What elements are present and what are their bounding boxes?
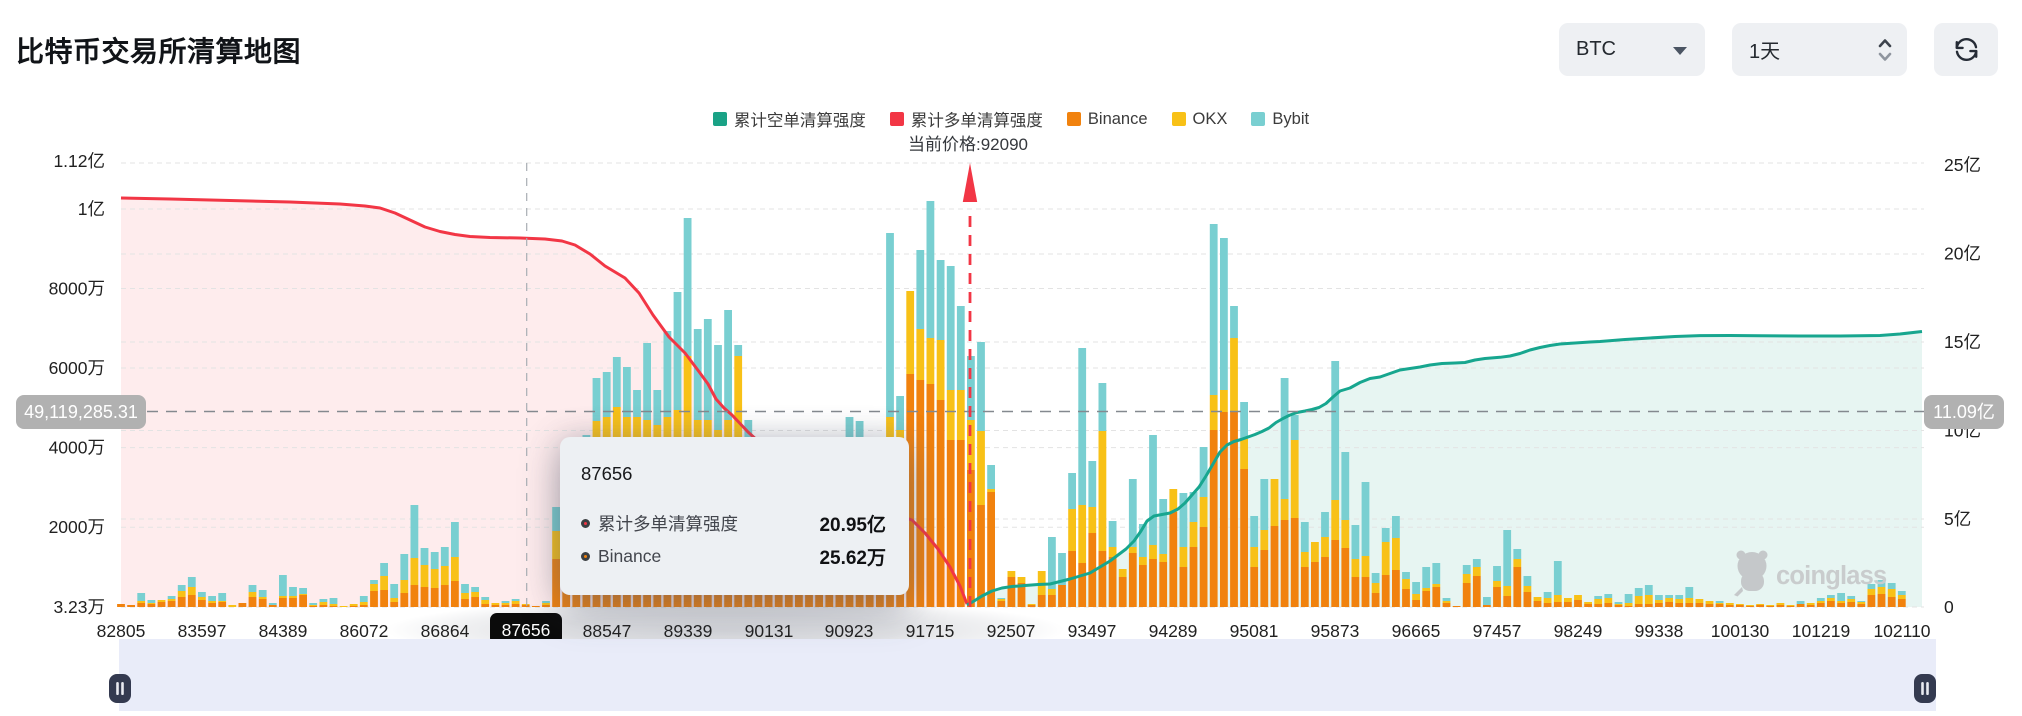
svg-text:49,119,285.31: 49,119,285.31 <box>24 402 138 422</box>
svg-text:84389: 84389 <box>259 621 308 641</box>
svg-text:95873: 95873 <box>1311 621 1360 641</box>
svg-text:5亿: 5亿 <box>1944 509 1971 529</box>
svg-text:25亿: 25亿 <box>1944 155 1981 175</box>
svg-text:88547: 88547 <box>583 621 632 641</box>
svg-text:90923: 90923 <box>825 621 874 641</box>
svg-text:11.09亿: 11.09亿 <box>1933 402 1995 422</box>
svg-text:99338: 99338 <box>1635 621 1684 641</box>
svg-text:94289: 94289 <box>1149 621 1198 641</box>
svg-text:95081: 95081 <box>1230 621 1279 641</box>
svg-text:86864: 86864 <box>421 621 470 641</box>
svg-text:92507: 92507 <box>987 621 1036 641</box>
svg-text:coinglass: coinglass <box>1776 562 1887 590</box>
svg-text:82805: 82805 <box>97 621 146 641</box>
svg-text:3.23万: 3.23万 <box>53 597 105 617</box>
svg-text:6000万: 6000万 <box>49 358 105 378</box>
svg-text:83597: 83597 <box>178 621 227 641</box>
svg-text:101219: 101219 <box>1792 621 1850 641</box>
svg-text:89339: 89339 <box>664 621 713 641</box>
svg-text:100130: 100130 <box>1711 621 1770 641</box>
svg-text:2000万: 2000万 <box>49 517 105 537</box>
svg-text:20亿: 20亿 <box>1944 244 1981 264</box>
svg-text:87656: 87656 <box>502 620 551 640</box>
svg-text:96665: 96665 <box>1392 621 1441 641</box>
svg-text:1.12亿: 1.12亿 <box>53 151 105 171</box>
svg-text:97457: 97457 <box>1473 621 1522 641</box>
svg-text:8000万: 8000万 <box>49 279 105 299</box>
svg-text:0: 0 <box>1944 597 1954 617</box>
svg-text:102110: 102110 <box>1873 621 1930 641</box>
svg-text:93497: 93497 <box>1068 621 1117 641</box>
svg-text:98249: 98249 <box>1554 621 1603 641</box>
svg-text:90131: 90131 <box>745 621 794 641</box>
svg-text:15亿: 15亿 <box>1944 332 1981 352</box>
svg-text:91715: 91715 <box>906 621 955 641</box>
svg-text:1亿: 1亿 <box>78 199 105 219</box>
svg-text:86072: 86072 <box>340 621 389 641</box>
svg-text:4000万: 4000万 <box>49 438 105 458</box>
